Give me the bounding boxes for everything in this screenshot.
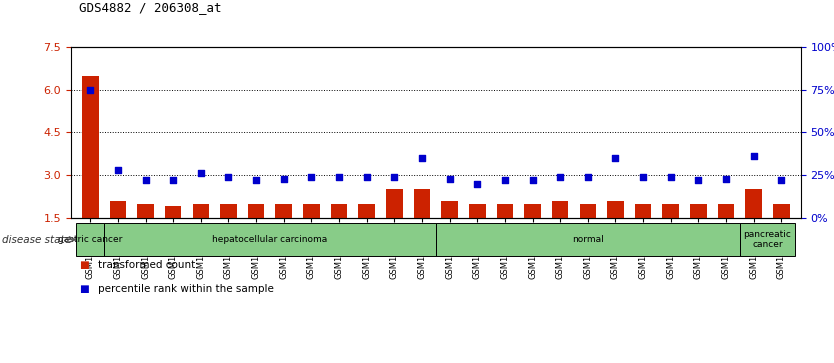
Text: ■: ■ xyxy=(79,284,89,294)
Text: hepatocellular carcinoma: hepatocellular carcinoma xyxy=(213,235,328,244)
Text: normal: normal xyxy=(572,235,604,244)
Point xyxy=(167,178,180,183)
Point xyxy=(526,178,540,183)
Point xyxy=(720,176,733,182)
Bar xyxy=(359,204,375,218)
Bar xyxy=(414,189,430,218)
Point xyxy=(747,154,761,159)
Bar xyxy=(552,201,569,218)
Point xyxy=(277,176,290,182)
Point xyxy=(304,174,318,180)
Point xyxy=(360,174,374,180)
Bar xyxy=(435,223,740,256)
Bar xyxy=(740,223,795,256)
Point xyxy=(775,178,788,183)
Text: percentile rank within the sample: percentile rank within the sample xyxy=(98,284,274,294)
Point xyxy=(636,174,650,180)
Point xyxy=(554,174,567,180)
Bar xyxy=(138,204,153,218)
Bar xyxy=(662,204,679,218)
Text: ■: ■ xyxy=(79,260,89,270)
Text: gastric cancer: gastric cancer xyxy=(58,235,123,244)
Bar xyxy=(746,189,762,218)
Bar xyxy=(580,204,596,218)
Point xyxy=(111,167,124,173)
Bar xyxy=(165,207,182,218)
Bar xyxy=(331,204,347,218)
Bar xyxy=(690,204,706,218)
Text: transformed count: transformed count xyxy=(98,260,195,270)
Point xyxy=(83,87,97,93)
Bar xyxy=(469,204,485,218)
Bar xyxy=(635,204,651,218)
Bar xyxy=(441,201,458,218)
Bar xyxy=(303,204,319,218)
Bar xyxy=(77,223,104,256)
Point xyxy=(249,178,263,183)
Point xyxy=(332,174,345,180)
Point xyxy=(609,155,622,161)
Text: pancreatic
cancer: pancreatic cancer xyxy=(744,230,791,249)
Point xyxy=(194,171,208,176)
Bar xyxy=(248,204,264,218)
Point xyxy=(222,174,235,180)
Bar xyxy=(193,204,209,218)
Bar xyxy=(773,204,790,218)
Text: disease state: disease state xyxy=(2,234,71,245)
Point xyxy=(691,178,705,183)
Bar xyxy=(496,204,513,218)
Bar xyxy=(109,201,126,218)
Point xyxy=(415,155,429,161)
Bar xyxy=(607,201,624,218)
Point xyxy=(581,174,595,180)
Bar xyxy=(82,76,98,218)
Point xyxy=(664,174,677,180)
Point xyxy=(443,176,456,182)
Bar xyxy=(104,223,435,256)
Bar xyxy=(718,204,734,218)
Bar xyxy=(386,189,403,218)
Bar xyxy=(525,204,540,218)
Point xyxy=(498,178,511,183)
Point xyxy=(388,174,401,180)
Text: GDS4882 / 206308_at: GDS4882 / 206308_at xyxy=(79,1,222,15)
Bar xyxy=(275,204,292,218)
Bar xyxy=(220,204,237,218)
Point xyxy=(470,181,484,187)
Point xyxy=(138,178,152,183)
